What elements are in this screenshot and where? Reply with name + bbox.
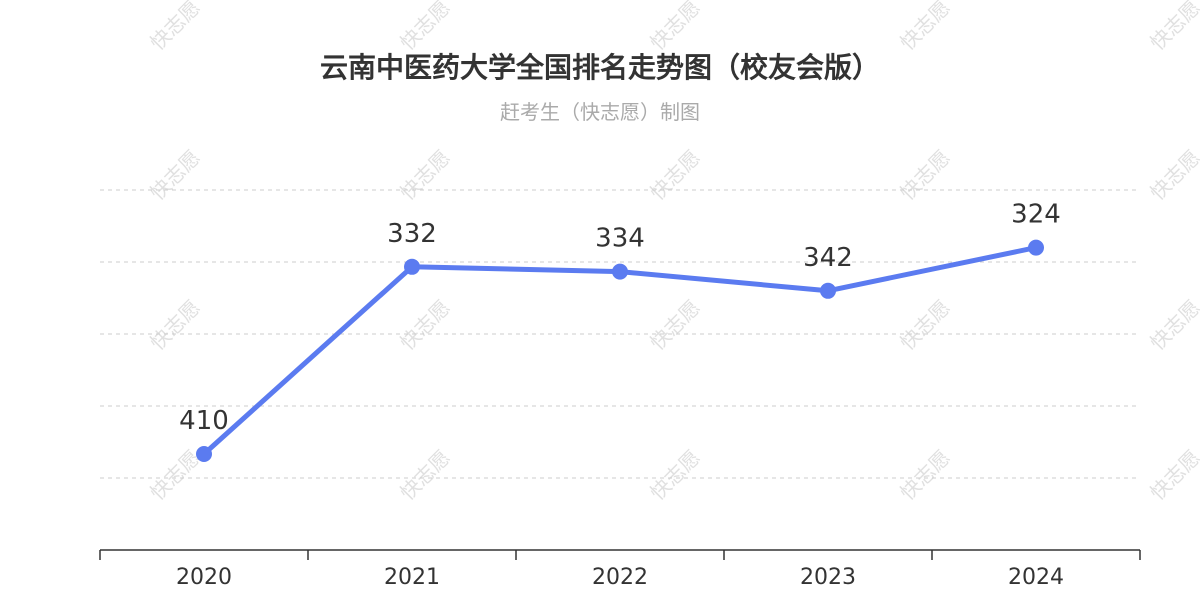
watermark-text: 快志愿 [1145, 295, 1200, 354]
watermark-text: 快志愿 [395, 445, 454, 504]
watermark-text: 快志愿 [645, 445, 704, 504]
watermark-text: 快志愿 [395, 145, 454, 204]
data-labels: 410 332 334 342 324 [179, 200, 1061, 436]
watermark-text: 快志愿 [145, 445, 204, 504]
watermark-text: 快志愿 [145, 295, 204, 354]
series-layer [196, 239, 1044, 462]
data-label: 342 [803, 243, 853, 273]
data-point[interactable] [196, 446, 212, 462]
watermark-text: 快志愿 [395, 0, 454, 55]
watermark-text: 快志愿 [645, 145, 704, 204]
x-tick-label: 2022 [592, 565, 648, 590]
watermark-text: 快志愿 [1145, 445, 1200, 504]
watermark-text: 快志愿 [645, 0, 704, 55]
data-label: 410 [179, 406, 229, 436]
x-tick-label: 2021 [384, 565, 440, 590]
x-axis: 2020 2021 2022 2023 2024 [99, 549, 1141, 590]
data-point[interactable] [1028, 239, 1044, 256]
data-label: 324 [1011, 200, 1061, 230]
x-tick-label: 2024 [1008, 565, 1064, 590]
watermark-text: 快志愿 [1145, 145, 1200, 204]
watermark-text: 快志愿 [145, 145, 204, 204]
watermark-text: 快志愿 [895, 445, 954, 504]
chart-title: 云南中医药大学全国排名走势图（校友会版） [320, 51, 880, 84]
chart-subtitle: 赶考生（快志愿）制图 [500, 100, 700, 124]
data-label: 332 [387, 219, 437, 249]
x-tick-label: 2023 [800, 565, 856, 590]
data-point[interactable] [404, 258, 420, 275]
watermark-text: 快志愿 [895, 145, 954, 204]
watermark-text: 快志愿 [1145, 0, 1200, 55]
watermark-text: 快志愿 [645, 295, 704, 354]
watermark-text: 快志愿 [895, 0, 954, 55]
x-tick-label: 2020 [176, 565, 232, 590]
data-label: 334 [595, 224, 645, 254]
watermark-text: 快志愿 [895, 295, 954, 354]
data-point[interactable] [612, 263, 628, 280]
data-point[interactable] [820, 282, 836, 299]
watermark-text: 快志愿 [395, 295, 454, 354]
watermark-text: 快志愿 [145, 0, 204, 55]
